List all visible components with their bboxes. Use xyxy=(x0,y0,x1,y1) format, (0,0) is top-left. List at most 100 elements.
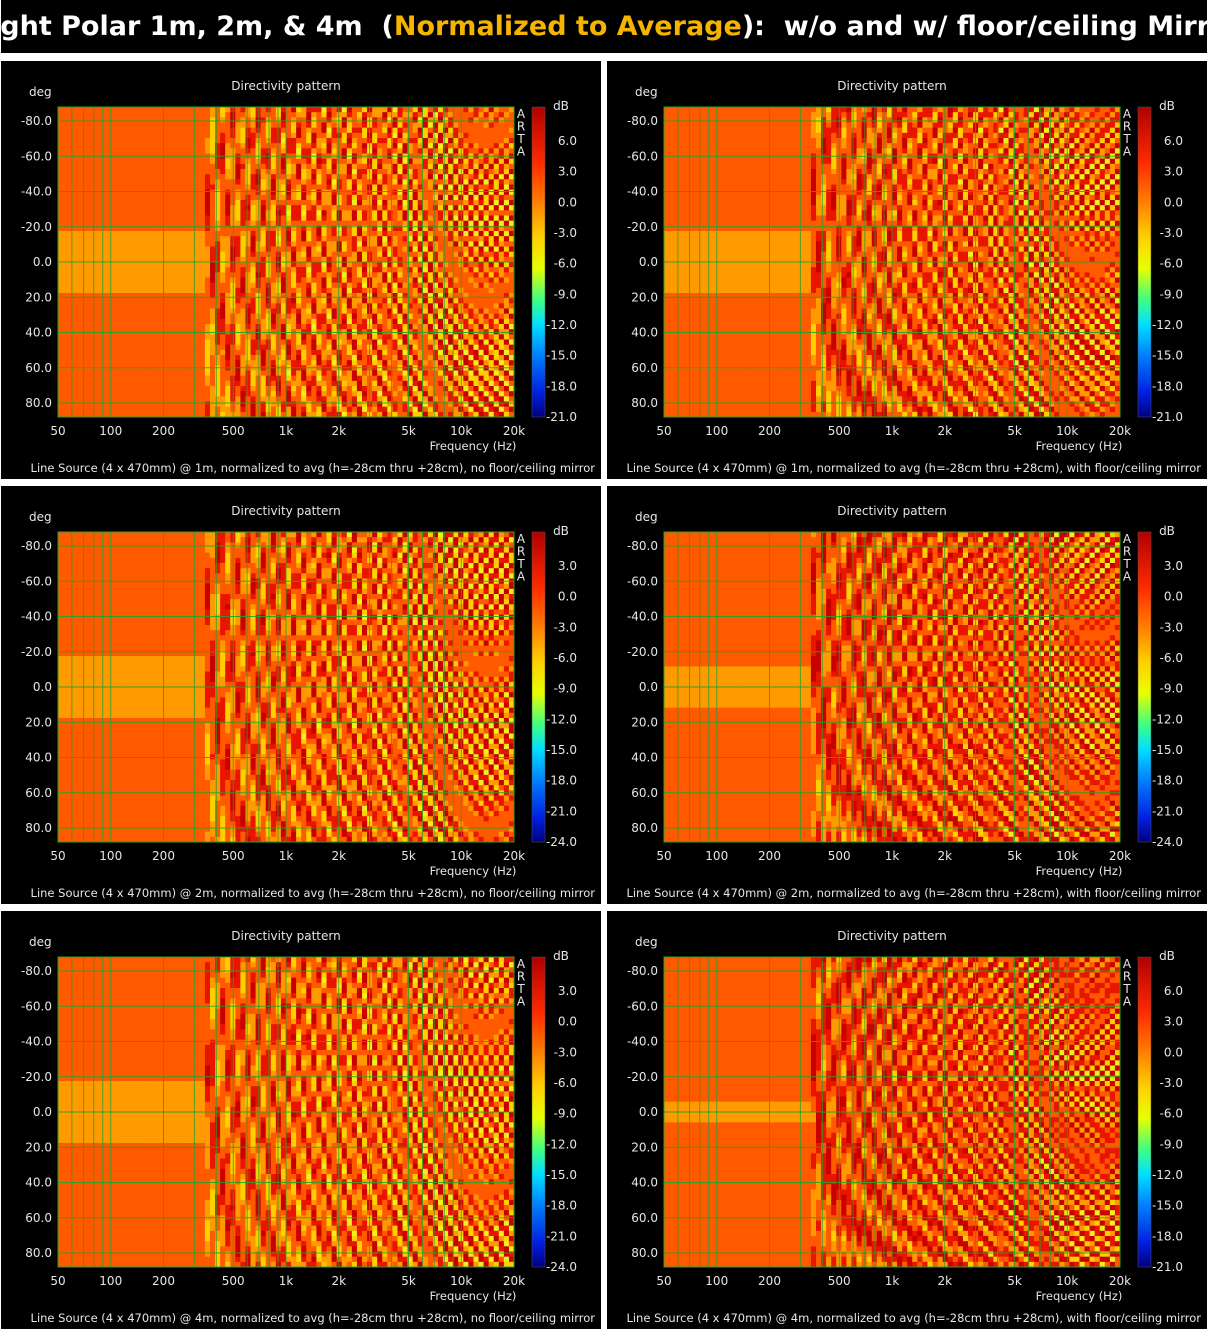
x-tick-label: 10k xyxy=(1056,1274,1078,1288)
y-tick-label: 0.0 xyxy=(639,255,658,269)
y-tick-label: 40.0 xyxy=(25,1176,52,1190)
colorbar-tick-label: -18.0 xyxy=(1152,379,1183,393)
x-tick-label: 100 xyxy=(705,849,728,863)
colorbar-tick-label: -15.0 xyxy=(546,1168,577,1182)
y-tick-label: -20.0 xyxy=(21,1070,52,1084)
x-tick-label: 20k xyxy=(503,424,525,438)
colorbar-tick-label: -9.0 xyxy=(1160,1137,1183,1151)
colorbar-tick-label: -9.0 xyxy=(554,287,577,301)
x-tick-label: 5k xyxy=(401,424,416,438)
chart-caption: Line Source (4 x 470mm) @ 4m, normalized… xyxy=(626,1311,1201,1325)
y-axis-title: deg xyxy=(635,935,658,949)
y-tick-label: 80.0 xyxy=(631,1246,658,1260)
colorbar-tick-label: 0.0 xyxy=(558,1015,577,1029)
colorbar xyxy=(1137,106,1152,418)
colorbar-tick-label: -24.0 xyxy=(546,835,577,849)
x-tick-label: 1k xyxy=(279,849,294,863)
x-tick-label: 10k xyxy=(450,849,472,863)
y-tick-label: -80.0 xyxy=(21,114,52,128)
x-tick-label: 10k xyxy=(1056,849,1078,863)
x-tick-label: 10k xyxy=(450,1274,472,1288)
y-tick-label: -40.0 xyxy=(627,610,658,624)
heatmap-cells xyxy=(664,957,1121,1268)
x-tick-label: 500 xyxy=(828,424,851,438)
x-tick-label: 5k xyxy=(401,1274,416,1288)
x-tick-label: 100 xyxy=(705,1274,728,1288)
colorbar-tick-label: -21.0 xyxy=(1152,1260,1183,1274)
y-tick-label: -80.0 xyxy=(627,114,658,128)
x-tick-label: 10k xyxy=(1056,424,1078,438)
y-axis-title: deg xyxy=(29,510,52,524)
chart-svg: Directivity pattern deg -80.0 -60.0 -40.0 -20… xyxy=(21,504,595,900)
colorbar-tick-label: -15.0 xyxy=(1152,349,1183,363)
y-axis-title: deg xyxy=(635,85,658,99)
x-tick-label: 500 xyxy=(222,849,245,863)
x-tick-label: 2k xyxy=(937,424,952,438)
chart-caption: Line Source (4 x 470mm) @ 4m, normalized… xyxy=(31,1311,596,1325)
colorbar-tick-label: -12.0 xyxy=(1152,1168,1183,1182)
y-tick-label: -40.0 xyxy=(627,185,658,199)
chart-title: Directivity pattern xyxy=(231,929,340,943)
x-tick-label: 2k xyxy=(937,1274,952,1288)
colorbar-tick-label: 3.0 xyxy=(1164,1015,1183,1029)
colorbar-tick-label: -12.0 xyxy=(546,318,577,332)
colorbar-tick-label: -15.0 xyxy=(1152,1199,1183,1213)
colorbar-tick-label: -21.0 xyxy=(546,804,577,818)
colorbar-tick-label: 0.0 xyxy=(558,195,577,209)
colorbar-tick-label: -18.0 xyxy=(1152,774,1183,788)
colorbar xyxy=(1137,531,1152,843)
colorbar-tick-label: -18.0 xyxy=(1152,1229,1183,1243)
colorbar-tick-label: -12.0 xyxy=(546,1137,577,1151)
y-tick-label: 0.0 xyxy=(33,255,52,269)
chart-caption: Line Source (4 x 470mm) @ 2m, normalized… xyxy=(626,886,1201,900)
y-tick-label: -20.0 xyxy=(627,220,658,234)
x-tick-label: 5k xyxy=(1007,1274,1022,1288)
x-tick-label: 5k xyxy=(401,849,416,863)
y-tick-label: 80.0 xyxy=(631,821,658,835)
y-axis-title: deg xyxy=(635,510,658,524)
x-tick-label: 200 xyxy=(152,1274,175,1288)
colorbar-tick-label: 6.0 xyxy=(1164,134,1183,148)
chart-panel-4m-with-mirror: Directivity pattern deg -80.0 -60.0 -40.0 -20… xyxy=(607,911,1207,1329)
x-tick-label: 200 xyxy=(152,849,175,863)
y-tick-label: -60.0 xyxy=(21,999,52,1013)
colorbar-tick-label: -18.0 xyxy=(546,1199,577,1213)
colorbar-tick-label: -24.0 xyxy=(1152,835,1183,849)
x-tick-label: 500 xyxy=(828,849,851,863)
y-tick-label: -40.0 xyxy=(21,1035,52,1049)
colorbar-tick-label: -24.0 xyxy=(546,1260,577,1274)
colorbar-tick-label: -3.0 xyxy=(1160,1076,1183,1090)
y-tick-label: 40.0 xyxy=(631,751,658,765)
chart-title: Directivity pattern xyxy=(837,504,946,518)
x-tick-label: 200 xyxy=(758,424,781,438)
x-axis-title: Frequency (Hz) xyxy=(430,1289,517,1303)
x-tick-label: 100 xyxy=(705,424,728,438)
colorbar-tick-label: -6.0 xyxy=(1160,257,1183,271)
y-tick-label: 60.0 xyxy=(25,786,52,800)
x-axis-title: Frequency (Hz) xyxy=(1036,864,1123,878)
y-tick-label: 60.0 xyxy=(631,361,658,375)
chart-title: Directivity pattern xyxy=(231,504,340,518)
colorbar-tick-label: -6.0 xyxy=(554,1076,577,1090)
x-tick-label: 5k xyxy=(1007,849,1022,863)
x-tick-label: 1k xyxy=(279,1274,294,1288)
x-tick-label: 50 xyxy=(50,1274,65,1288)
colorbar-tick-label: -3.0 xyxy=(554,226,577,240)
colorbar-tick-label: -18.0 xyxy=(546,774,577,788)
plot-frame xyxy=(663,106,1121,418)
plot-frame xyxy=(57,106,515,418)
x-tick-label: 200 xyxy=(758,1274,781,1288)
chart-panel-2m-with-mirror: Directivity pattern deg -80.0 -60.0 -40.0 -20… xyxy=(607,486,1207,904)
colorbar-tick-label: -12.0 xyxy=(1152,318,1183,332)
x-tick-label: 2k xyxy=(331,424,346,438)
chart-svg: Directivity pattern deg -80.0 -60.0 -40.0 -20… xyxy=(626,929,1201,1325)
x-tick-label: 1k xyxy=(885,1274,900,1288)
x-tick-label: 20k xyxy=(1109,424,1131,438)
colorbar xyxy=(531,531,546,843)
x-tick-label: 1k xyxy=(885,849,900,863)
plot-frame xyxy=(57,531,515,843)
colorbar-tick-label: -9.0 xyxy=(554,1107,577,1121)
colorbar-tick-label: -3.0 xyxy=(1160,620,1183,634)
